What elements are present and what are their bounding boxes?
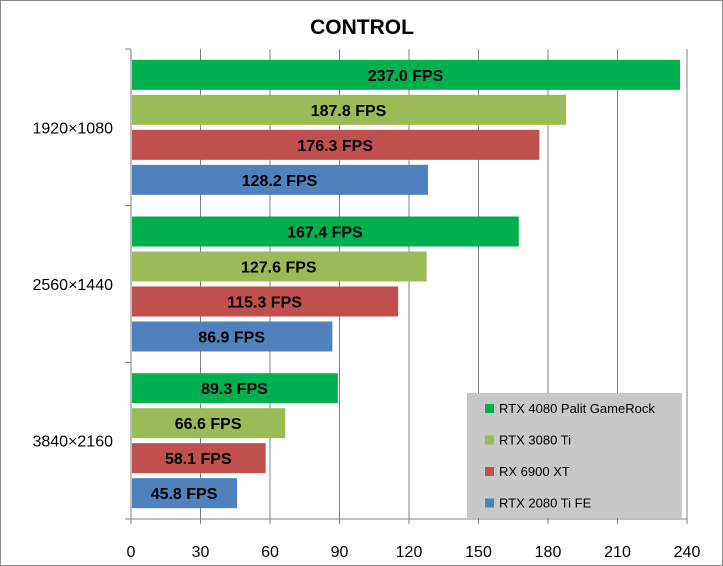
legend-label: RTX 2080 Ti FE	[499, 496, 592, 511]
axes: 0 30 60 90 120 150 180 210 240 1920×1080 2560×1440…	[32, 48, 701, 561]
bar	[132, 408, 286, 439]
bar	[132, 443, 266, 474]
legend-box	[467, 393, 682, 518]
chart-title: CONTROL	[310, 16, 414, 39]
bar	[132, 94, 567, 125]
x-tick-label: 30	[192, 544, 210, 561]
x-tick-label: 210	[604, 544, 631, 561]
legend: RTX 4080 Palit GameRock RTX 3080 Ti RX 690…	[467, 393, 682, 518]
x-tick-label: 120	[396, 544, 423, 561]
bar	[132, 164, 428, 195]
category-label: 2560×1440	[32, 277, 113, 294]
legend-swatch	[485, 404, 494, 413]
legend-label: RTX 4080 Palit GameRock	[499, 401, 655, 416]
data-label: 127.6 FPS	[241, 260, 317, 277]
legend-swatch	[485, 467, 494, 476]
data-label: 115.3 FPS	[227, 295, 302, 312]
bar	[132, 286, 399, 317]
data-label: 128.2 FPS	[242, 173, 318, 190]
category-label: 3840×2160	[32, 434, 113, 451]
bars: 237.0 FPS 187.8 FPS 176.3 FPS 128.2 FPS 167.…	[132, 59, 681, 509]
x-tick-label: 60	[261, 544, 279, 561]
category-label: 1920×1080	[32, 120, 113, 137]
legend-label: RTX 3080 Ti	[499, 433, 571, 448]
gridlines	[200, 49, 688, 519]
x-tick-label: 150	[465, 544, 492, 561]
legend-swatch	[485, 498, 494, 508]
x-tick-label: 180	[535, 544, 562, 561]
data-label: 66.6 FPS	[175, 416, 242, 433]
bar	[132, 251, 427, 282]
bar	[132, 129, 540, 160]
bar	[132, 373, 338, 404]
data-label: 86.9 FPS	[198, 330, 265, 347]
data-label: 58.1 FPS	[165, 451, 232, 468]
x-tick-label: 90	[331, 544, 349, 561]
data-label: 89.3 FPS	[201, 381, 268, 398]
bar	[132, 59, 681, 90]
x-tick-label: 240	[674, 544, 701, 561]
data-label: 45.8 FPS	[151, 486, 218, 503]
bar	[132, 216, 519, 247]
legend-swatch	[485, 435, 494, 445]
bar	[132, 321, 333, 352]
bar	[132, 478, 238, 509]
data-label: 176.3 FPS	[297, 138, 373, 155]
data-label: 167.4 FPS	[287, 225, 363, 242]
legend-label: RX 6900 XT	[499, 464, 570, 479]
x-tick-label: 0	[127, 544, 136, 561]
data-label: 187.8 FPS	[311, 103, 387, 120]
data-label: 237.0 FPS	[368, 68, 444, 85]
